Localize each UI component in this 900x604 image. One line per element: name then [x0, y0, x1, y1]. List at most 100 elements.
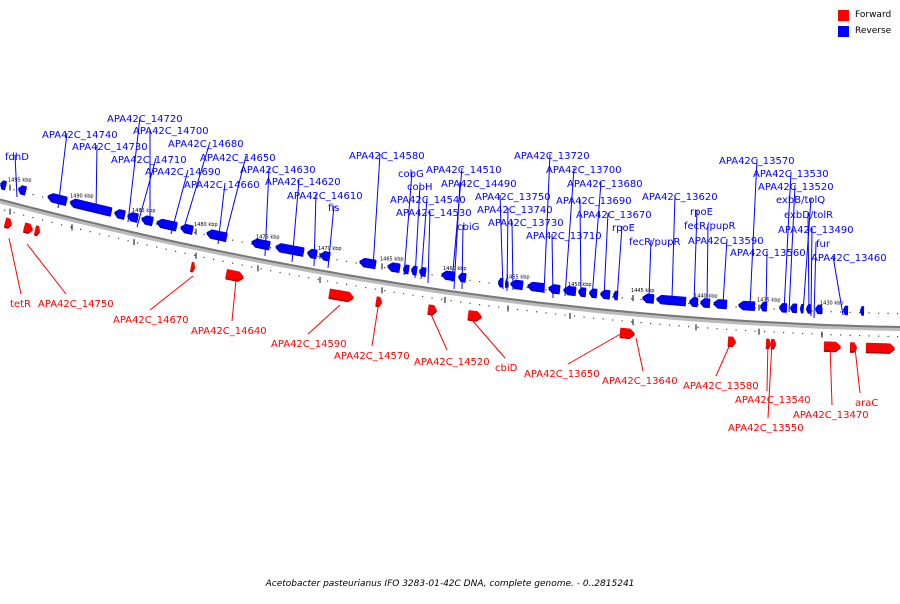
- reverse-gene-arrow: [760, 301, 768, 311]
- reverse-callout-line: [313, 193, 317, 267]
- forward-callout-line: [829, 343, 833, 406]
- reverse-callout-line: [783, 171, 792, 312]
- scale-dot: [526, 287, 528, 289]
- scale-dot: [745, 329, 747, 332]
- forward-gene-arrow: [467, 310, 482, 321]
- scale-dot: [365, 287, 367, 289]
- reverse-gene-arrow: [689, 297, 699, 306]
- scale-dot: [612, 296, 614, 298]
- ruler-label: 1430 kbp: [820, 301, 844, 307]
- forward-callout-line: [8, 237, 22, 295]
- scale-dot: [878, 312, 880, 314]
- scale-dot: [897, 336, 899, 338]
- scale-dot: [32, 217, 34, 219]
- scale-dot: [688, 326, 690, 328]
- scale-dot: [260, 268, 262, 270]
- scale-dot: [403, 293, 405, 295]
- reverse-gene-label: APA42C_13700: [546, 165, 622, 176]
- scale-dot: [593, 317, 595, 319]
- ruler-label: 1490 kbp: [70, 193, 94, 199]
- scale-dot: [887, 312, 889, 314]
- reverse-gene-arrow: [589, 288, 598, 297]
- reverse-callout-line: [591, 181, 602, 299]
- scale-dot: [355, 262, 357, 264]
- scale-dot: [707, 327, 709, 329]
- scale-dot: [697, 303, 699, 305]
- scale-dot: [555, 313, 557, 315]
- legend-forward-label: Forward: [855, 10, 892, 20]
- reverse-callout-line: [127, 116, 141, 223]
- scale-dot: [526, 310, 528, 312]
- reverse-gene-label: APA42C_14650: [200, 153, 276, 164]
- scale-dot: [374, 288, 376, 290]
- reverse-gene-arrow: [69, 198, 113, 216]
- scale-dot: [773, 308, 775, 310]
- reverse-gene-arrow: [411, 265, 418, 275]
- reverse-gene-arrow: [800, 303, 804, 312]
- reverse-callout-line: [648, 239, 652, 299]
- scale-dot: [13, 212, 15, 214]
- reverse-gene-label: fdhD: [5, 152, 29, 163]
- scale-dot: [878, 335, 880, 337]
- reverse-gene-arrow: [127, 212, 139, 222]
- scale-dot: [336, 259, 338, 261]
- forward-gene-label: APA42C_13650: [524, 369, 600, 380]
- reverse-gene-label: APA42C_13560: [730, 248, 806, 259]
- forward-gene-label: APA42C_13540: [735, 395, 811, 406]
- forward-gene-arrow: [823, 341, 841, 351]
- reverse-gene-label: APA42C_14620: [265, 177, 341, 188]
- reverse-gene-label: APA42C_13750: [475, 192, 551, 203]
- reverse-callout-line: [506, 207, 509, 292]
- reverse-gene-arrow: [642, 293, 655, 303]
- reverse-gene-arrow: [307, 248, 318, 258]
- scale-dot: [783, 332, 785, 334]
- reverse-callout-line: [543, 153, 551, 294]
- scale-dot: [659, 323, 661, 325]
- scale-dot: [412, 294, 414, 296]
- forward-gene-label: APA42C_13470: [793, 410, 869, 421]
- scale-dot: [545, 289, 547, 291]
- scale-dot: [270, 270, 272, 272]
- scale-dot: [384, 290, 386, 292]
- scale-dot: [441, 298, 443, 300]
- scale-dot: [479, 281, 481, 283]
- scale-dot: [764, 331, 766, 333]
- reverse-gene-label: APA42C_13570: [719, 156, 795, 167]
- reverse-gene-label: APA42C_14730: [72, 142, 148, 153]
- scale-dot: [754, 307, 756, 309]
- forward-callout-line: [429, 311, 448, 351]
- reverse-gene-label: cobH: [407, 182, 432, 193]
- scale-dot: [42, 196, 44, 198]
- scale-dot: [298, 275, 300, 277]
- reverse-gene-label: APA42C_14710: [111, 155, 187, 166]
- ruler-label: 1450 kbp: [568, 282, 592, 288]
- reverse-gene-arrow: [403, 264, 410, 273]
- reverse-callout-line: [706, 223, 709, 306]
- reverse-gene-label: APA42C_14700: [133, 126, 209, 137]
- scale-dot: [830, 311, 832, 313]
- reverse-gene-arrow: [779, 302, 788, 312]
- forward-callout-line: [767, 341, 773, 419]
- scale-dot: [241, 264, 243, 266]
- scale-dot: [355, 285, 357, 287]
- ruler-label: 1495 kbp: [8, 178, 32, 184]
- scale-dot: [564, 314, 566, 316]
- scale-dot: [631, 321, 633, 323]
- reverse-callout-line: [461, 224, 464, 290]
- reverse-gene-label: APA42C_14740: [42, 130, 118, 141]
- scale-dot: [849, 334, 851, 336]
- reverse-gene-label: APA42C_14680: [168, 139, 244, 150]
- reverse-gene-label: APA42C_13670: [576, 210, 652, 221]
- forward-gene-label: APA42C_14520: [414, 357, 490, 368]
- scale-dot: [697, 326, 699, 328]
- scale-dot: [99, 233, 101, 235]
- reverse-gene-arrow: [700, 298, 711, 307]
- reverse-callout-line: [451, 167, 463, 283]
- reverse-gene-arrow: [156, 218, 178, 230]
- reverse-gene-label: APA42C_13460: [811, 253, 887, 264]
- scale-dot: [840, 334, 842, 336]
- forward-gene-label: APA42C_13580: [683, 381, 759, 392]
- scale-dot: [108, 235, 110, 237]
- ruler-label: 1475 kbp: [256, 234, 280, 240]
- scale-dot: [802, 332, 804, 335]
